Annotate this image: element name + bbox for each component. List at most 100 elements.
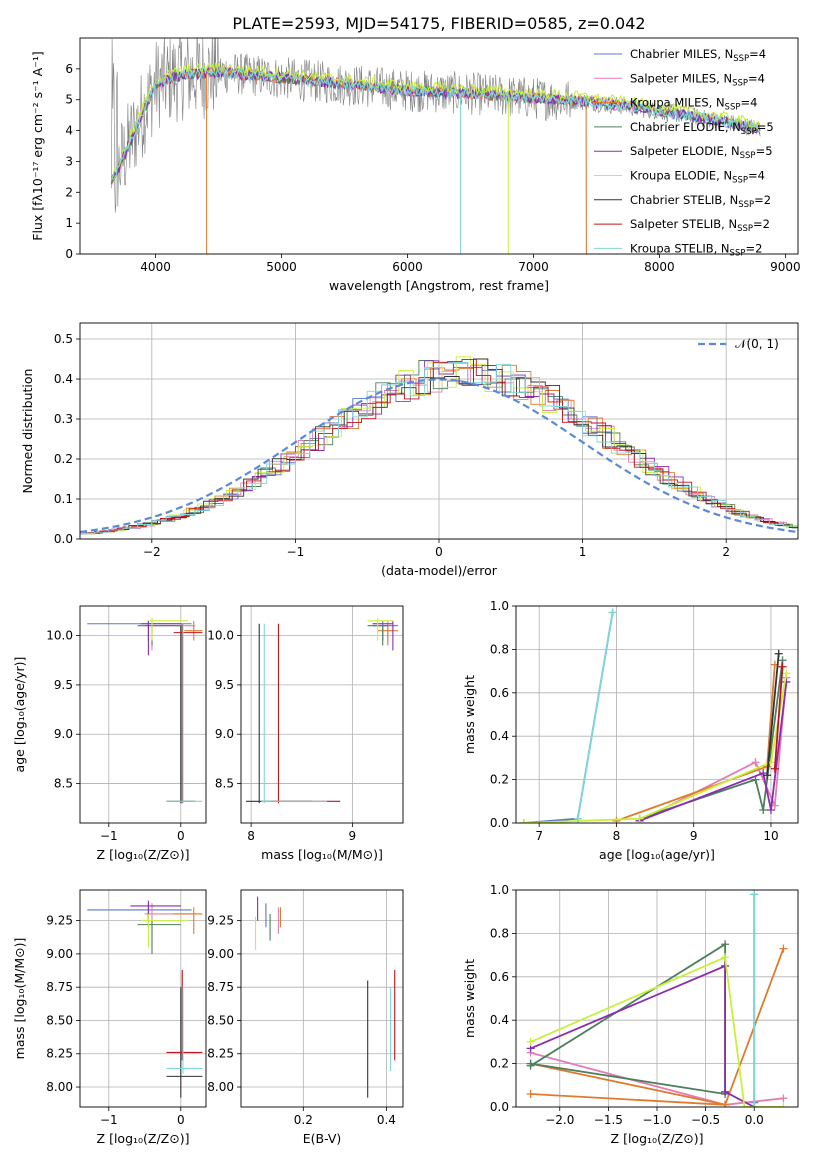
histogram-step: [80, 362, 798, 534]
weight-point: [778, 662, 787, 671]
y-tick-label: 0.4: [490, 729, 509, 743]
axes-z-weight: −2.0 −1.5 −1.0 −0.5 0.0 0.0 0.2 0.4 0.6 0.8 1.0 Z […: [462, 883, 799, 1146]
weight-series-line: [773, 666, 784, 769]
weight-point: [721, 1100, 730, 1107]
weight-point: [740, 1103, 749, 1107]
weight-series-line: [530, 955, 784, 1107]
y-axis-label: Normed distribution: [20, 369, 35, 494]
y-tick-label: 0.4: [54, 372, 73, 386]
y-tick-label: 8.5: [54, 777, 73, 791]
weight-point: [721, 953, 730, 962]
weight-point: [779, 1103, 788, 1107]
axes-frame: [79, 322, 799, 540]
axes-z-mass: −1 0 8.00 8.25 8.50 8.75 9.00 9.25 Z [log₁₀(Z/Z⊙…: [12, 889, 207, 1146]
y-tick-label: 1: [65, 216, 73, 230]
weight-series-line: [639, 660, 784, 820]
y-tick-label: 0.6: [490, 970, 509, 984]
plot-area-ebv-mass: [254, 896, 396, 1098]
y-tick-label: 0.2: [490, 773, 509, 787]
weight-point: [782, 677, 791, 686]
x-tick-label: 8000: [644, 260, 675, 274]
histogram-step: [85, 358, 798, 534]
y-tick-label: 8.5: [215, 777, 234, 791]
x-tick-label: −1: [100, 1113, 118, 1127]
x-tick-label: 0: [435, 545, 443, 559]
x-tick-label: 9: [690, 829, 698, 843]
x-axis-label: age [log₁₀(age/yr)]: [599, 847, 715, 862]
x-tick-label: −1: [287, 545, 305, 559]
y-tick-label: 1.0: [490, 599, 509, 613]
x-axis-label: Z [log₁₀(Z/Z⊙)]: [611, 1131, 704, 1146]
plot-area-residuals: [80, 356, 798, 535]
y-tick-label: 6: [65, 62, 73, 76]
y-tick-label: 9.0: [215, 727, 234, 741]
normal-legend-label: 𝒩(0, 1): [735, 337, 779, 351]
axes-spectrum: 4000 5000 6000 7000 8000 9000 0 1 2 3 4 5 6 wavelengt…: [30, 37, 801, 293]
axes-mass-age: 8 9 8.5 9.0 9.5 10.0 mass [log₁₀(M/M⊙)]: [207, 605, 404, 862]
y-tick-label: 5: [65, 93, 73, 107]
y-axis-label: Flux [fλ10⁻¹⁷ erg cm⁻² s⁻¹ A⁻¹]: [30, 51, 45, 240]
axes-frame: [79, 605, 207, 824]
y-tick-label: 0.3: [54, 412, 73, 426]
y-tick-label: 9.0: [54, 727, 73, 741]
weight-series-line: [639, 681, 788, 822]
legend-entry: Chabrier ELODIE, NSSP=5: [630, 120, 774, 137]
y-tick-label: 0.0: [490, 1100, 509, 1114]
weight-point: [573, 814, 582, 823]
x-tick-label: 6000: [392, 260, 423, 274]
y-tick-label: 0.1: [54, 492, 73, 506]
spectrum-legend: Chabrier MILES, NSSP=4 Salpeter MILES, NS…: [594, 47, 774, 258]
weight-point: [770, 764, 779, 773]
y-tick-label: 10.0: [46, 629, 73, 643]
weight-point: [779, 944, 788, 953]
x-tick-label: −1: [100, 829, 118, 843]
y-tick-label: 0.2: [490, 1057, 509, 1071]
y-tick-label: 0: [65, 247, 73, 261]
weight-series-line: [530, 964, 755, 1107]
weight-point: [526, 1037, 535, 1046]
x-tick-label: 10: [763, 829, 778, 843]
plot-area-mass-age: [246, 617, 398, 804]
spectrum-model-line: [111, 62, 761, 179]
x-tick-label: 9: [349, 829, 357, 843]
y-tick-label: 0.8: [490, 926, 509, 940]
axes-frame: [515, 605, 799, 824]
x-tick-label: 7: [535, 829, 543, 843]
axes-residuals: −2 −1 0 1 2 0.0 0.1 0.2 0.3 0.4 0.5 (data-model)/er…: [20, 322, 799, 578]
weight-point: [721, 940, 730, 949]
axes-frame: [79, 37, 799, 255]
y-tick-label: 0.5: [54, 332, 73, 346]
figure-title: PLATE=2593, MJD=54175, FIBERID=0585, z=0…: [232, 14, 645, 33]
weight-point: [750, 890, 759, 899]
histogram-step: [82, 356, 798, 535]
plot-area-z-age: [87, 617, 203, 804]
plot-area-spectrum: [110, 38, 761, 254]
y-tick-label: 3: [65, 154, 73, 168]
plot-area-z-mass: [87, 900, 203, 1098]
x-tick-label: 0.0: [745, 1113, 764, 1127]
plot-area-z-weight: [526, 890, 788, 1107]
y-axis-label: mass weight: [462, 675, 477, 754]
weight-series-line: [523, 612, 614, 823]
legend-entry: Kroupa STELIB, NSSP=2: [630, 241, 762, 258]
x-tick-label: −2: [143, 545, 161, 559]
y-tick-label: 9.00: [207, 947, 234, 961]
y-tick-label: 8.25: [207, 1047, 234, 1061]
axes-frame: [515, 889, 799, 1108]
weight-point: [526, 1059, 535, 1068]
weight-point: [526, 1089, 535, 1098]
weight-point: [774, 649, 783, 658]
weight-point: [608, 608, 617, 617]
y-tick-label: 1.0: [490, 883, 509, 897]
y-tick-label: 8.00: [207, 1080, 234, 1094]
x-tick-label: 5000: [266, 260, 297, 274]
y-axis-label: age [log₁₀(age/yr)]: [12, 657, 27, 773]
legend-entry: Salpeter STELIB, NSSP=2: [630, 217, 770, 234]
weight-point: [751, 758, 760, 767]
weight-point: [612, 816, 621, 823]
x-axis-label: Z [log₁₀(Z/Z⊙)]: [97, 847, 190, 862]
y-tick-label: 4: [65, 124, 73, 138]
y-tick-label: 0.0: [54, 532, 73, 546]
weight-point: [766, 805, 775, 814]
x-tick-label: 8: [247, 829, 255, 843]
